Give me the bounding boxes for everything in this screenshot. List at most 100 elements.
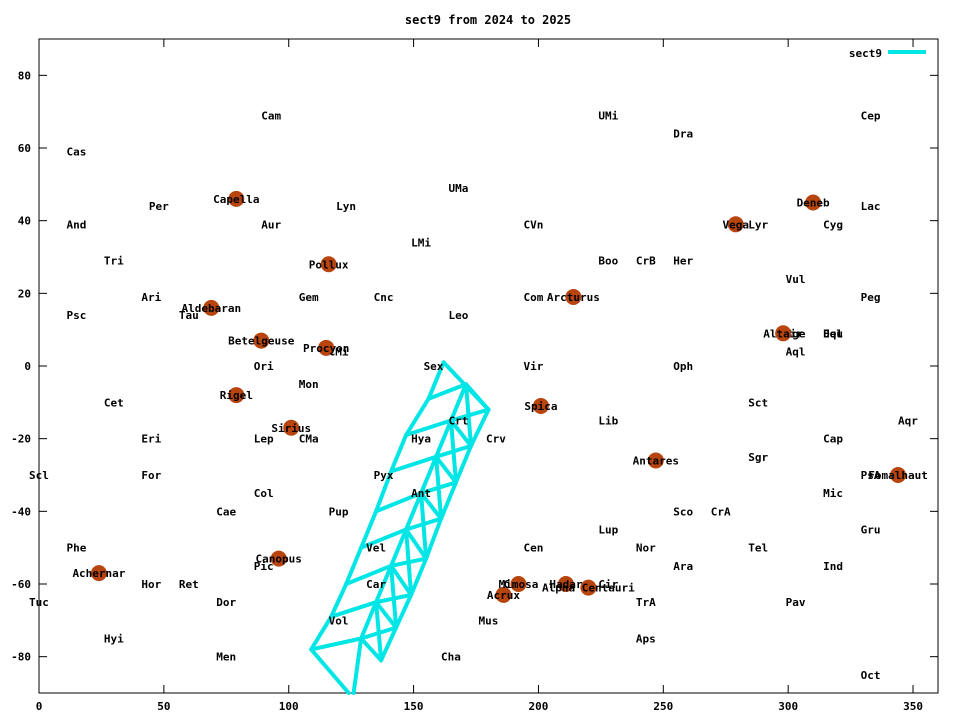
star-marker (318, 339, 335, 356)
constellation-label: Gem (299, 291, 319, 304)
series-rung (309, 636, 384, 663)
series-diagonal (389, 556, 429, 568)
constellation-label: CMa (299, 433, 319, 446)
star-marker (580, 579, 597, 596)
constellation-label: Scl (29, 469, 49, 482)
series-rung (389, 454, 458, 485)
constellation-label: Equ (823, 327, 843, 340)
star-label: Procyon (303, 342, 349, 355)
star-marker (90, 565, 107, 582)
constellation-label: Vol (329, 614, 349, 627)
constellation-label: Gru (861, 524, 881, 537)
constellation-label: UMi (598, 109, 618, 122)
constellation-label: Aur (261, 218, 281, 231)
star-label: Mimosa (499, 578, 539, 591)
star-label: Sirius (271, 422, 311, 435)
y-tick-label: -20 (11, 433, 31, 446)
constellation-label: Cep (861, 109, 881, 122)
star-label: Alpha Centauri (542, 582, 635, 595)
star-marker (228, 387, 245, 404)
chart-title: sect9 from 2024 to 2025 (405, 13, 571, 27)
constellation-label: Mus (479, 614, 499, 627)
star-label: Betelgeuse (228, 335, 295, 348)
constellation-label: Oct (861, 669, 881, 682)
y-tick-label: 40 (18, 215, 31, 228)
constellation-label: Lup (598, 524, 618, 537)
star-marker (495, 586, 512, 603)
constellation-label: Cha (441, 651, 461, 664)
constellation-label: Pup (329, 505, 349, 518)
star-label: Antares (633, 454, 679, 467)
constellation-label: Psc (66, 309, 86, 322)
constellation-label: Ant (411, 487, 431, 500)
y-tick-label: 80 (18, 69, 31, 82)
constellation-label: Cae (216, 505, 236, 518)
constellation-label: Aql (786, 345, 806, 358)
series-rail (379, 407, 491, 663)
constellation-label: Tuc (29, 596, 49, 609)
constellation-label: Cir (598, 578, 618, 591)
constellation-label: Lyr (748, 218, 768, 231)
x-tick-label: 50 (157, 700, 170, 713)
star-label: Deneb (797, 197, 830, 210)
constellation-label: For (141, 469, 161, 482)
constellation-label: Nor (636, 542, 656, 555)
constellation-label: Dor (216, 596, 236, 609)
x-tick-label: 300 (778, 700, 798, 713)
constellation-label: Lep (254, 433, 274, 446)
bright-stars: Capella Deneb Vega Pollux Arcturus Aldebaran A… (72, 190, 928, 603)
constellation-label: Pav (786, 596, 806, 609)
constellation-label: TrA (636, 596, 656, 609)
constellation-label: Tau (179, 309, 199, 322)
constellation-label: Mic (823, 487, 843, 500)
series-rail (309, 360, 446, 695)
star-label: Achernar (72, 567, 125, 580)
constellation-label: Oph (673, 360, 693, 373)
series-diagonal (404, 516, 444, 532)
constellation-label: And (66, 218, 86, 231)
star-marker (647, 452, 664, 469)
star-marker (565, 288, 582, 305)
constellation-label: Her (673, 255, 693, 268)
constellation-label: Pic (254, 560, 274, 573)
star-label: Hadar (549, 578, 582, 591)
y-tick-label: 0 (24, 360, 31, 373)
series-diagonal (359, 625, 399, 641)
sect9-series (309, 360, 491, 695)
legend: sect9 (849, 47, 926, 60)
constellation-label: Leo (449, 309, 469, 322)
constellation-label: Sco (673, 505, 693, 518)
constellation-label: Hya (411, 433, 431, 446)
constellation-label: Vul (786, 273, 806, 286)
y-tick-label: 20 (18, 287, 31, 300)
constellation-label: Per (149, 200, 169, 213)
star-marker (203, 299, 220, 316)
constellation-label: Hyi (104, 633, 124, 646)
constellation-label: Ara (673, 560, 693, 573)
constellation-label: Sgr (748, 451, 768, 464)
constellation-label: Cam (261, 109, 281, 122)
series-diagonal (374, 592, 414, 605)
star-marker (228, 190, 245, 207)
x-tick-label: 250 (653, 700, 673, 713)
series-diagonal (434, 443, 473, 459)
constellation-label: Com (523, 291, 543, 304)
constellation-label: CrB (636, 255, 656, 268)
star-marker (805, 194, 822, 211)
star-label: Pollux (309, 258, 349, 271)
y-tick-label: -80 (11, 651, 31, 664)
constellation-label: Vel (366, 542, 386, 555)
star-label: Aldebaran (182, 302, 242, 315)
constellation-labels: Cam UMi Cep Dra Cas UMa Per Lyn Lac And Aur CVn Lyr C… (29, 109, 918, 682)
constellation-label: Men (216, 651, 236, 664)
axis-ticks: 0 50 100 150 200 250 300 350 -80 -60 -40 -20 0 20 40 60… (11, 39, 938, 713)
constellation-label: CVn (523, 218, 543, 231)
constellation-label: Cet (104, 396, 124, 409)
constellation-label: Cnc (374, 291, 394, 304)
constellation-label: Aqr (898, 415, 918, 428)
constellation-label: Crv (486, 433, 506, 446)
constellation-label: Cas (66, 146, 86, 159)
constellation-label: Lyn (336, 200, 356, 213)
x-tick-label: 0 (36, 700, 43, 713)
